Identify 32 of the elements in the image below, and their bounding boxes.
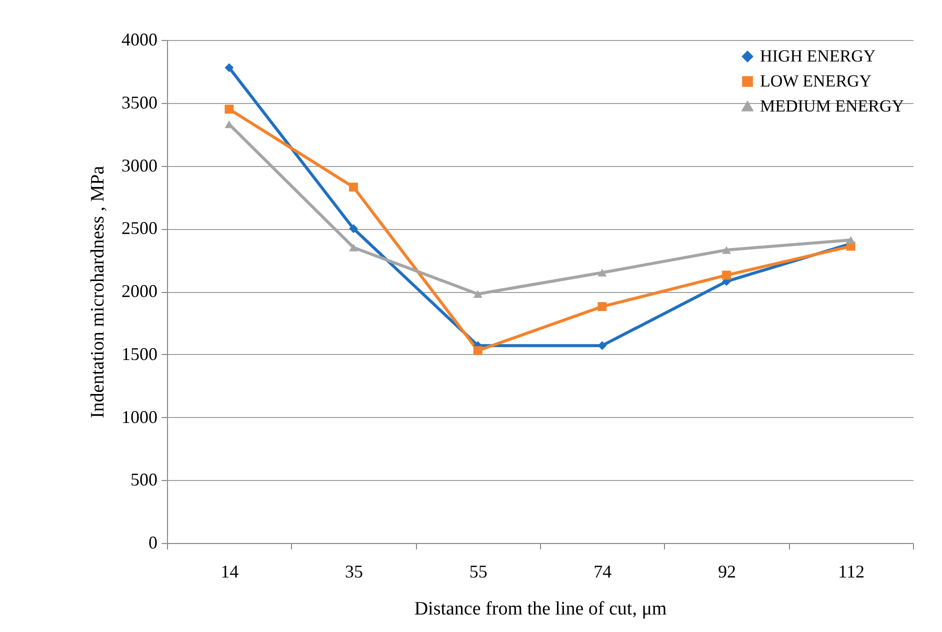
- point: [846, 236, 856, 244]
- y-tick-label: 2500: [122, 218, 158, 238]
- y-tick-label: 4000: [122, 30, 158, 50]
- y-tick-label: 1000: [122, 406, 158, 427]
- y-tick-label: 3000: [122, 155, 158, 176]
- y-tick-label: 2000: [122, 281, 158, 301]
- y-axis-title: Indentation microhardness , MPa: [88, 165, 108, 418]
- point: [473, 346, 482, 356]
- point: [722, 246, 731, 254]
- point: [598, 302, 607, 312]
- point: [224, 104, 234, 114]
- point: [349, 244, 358, 252]
- y-tick-label: 3500: [122, 92, 158, 112]
- legend-label: HIGH ENERGY: [760, 46, 876, 66]
- point: [349, 224, 358, 234]
- x-tick-label: 92: [718, 562, 736, 582]
- x-tick-label: 14: [220, 562, 239, 582]
- x-tick-label: 112: [838, 562, 865, 582]
- x-tick-label: 74: [594, 562, 612, 582]
- x-tick-label: 55: [469, 562, 488, 582]
- y-tick-label: 500: [130, 470, 158, 490]
- legend-label: LOW ENERGY: [760, 72, 872, 90]
- legend-label: MEDIUM ENERGY: [760, 96, 904, 116]
- point: [722, 270, 731, 280]
- y-tick-label: 0: [148, 532, 158, 552]
- point: [224, 63, 234, 72]
- point: [473, 290, 482, 298]
- x-axis-title: Distance from the line of cut, μm: [414, 598, 667, 620]
- point: [349, 182, 358, 192]
- point: [598, 268, 607, 277]
- y-tick-label: 1500: [122, 344, 158, 364]
- x-tick-label: 35: [345, 562, 363, 582]
